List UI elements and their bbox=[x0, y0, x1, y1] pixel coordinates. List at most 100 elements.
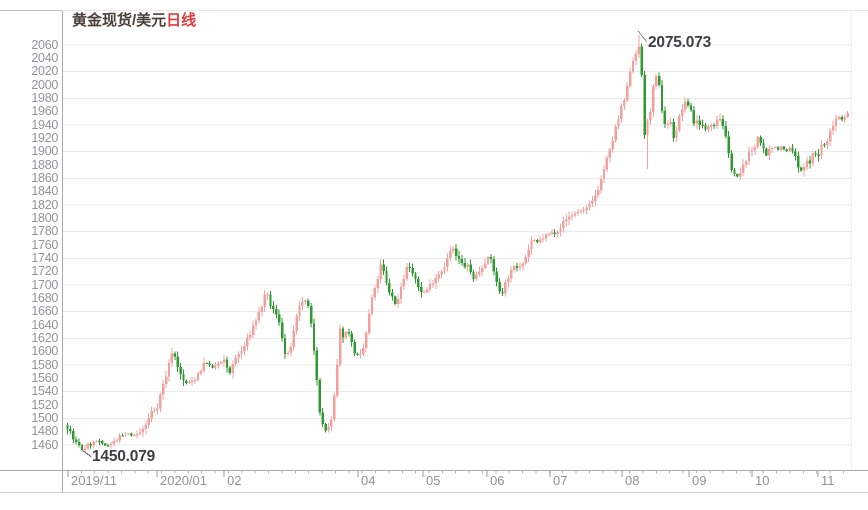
candle-body bbox=[188, 382, 191, 384]
candle-body bbox=[225, 359, 229, 368]
candle-body bbox=[608, 149, 611, 158]
price-axis-label: 1660 bbox=[31, 304, 58, 319]
candle-body bbox=[298, 305, 301, 317]
candle-body bbox=[350, 333, 353, 342]
time-axis-label: 09 bbox=[692, 473, 707, 488]
candle-body bbox=[176, 356, 179, 367]
candle-body bbox=[234, 357, 237, 364]
candle-body bbox=[399, 286, 403, 300]
candle-body bbox=[643, 74, 646, 136]
candle-body bbox=[251, 325, 255, 335]
price-axis-label: 1620 bbox=[31, 330, 58, 345]
price-axis-label: 1540 bbox=[31, 384, 58, 399]
price-axis-label: 1740 bbox=[31, 250, 58, 265]
candle-body bbox=[214, 365, 217, 368]
candle-body bbox=[701, 124, 704, 126]
candle-body bbox=[286, 352, 290, 355]
candle-body bbox=[118, 435, 121, 441]
candle-body bbox=[306, 300, 310, 306]
candle-body bbox=[202, 363, 205, 372]
candle-body bbox=[602, 169, 606, 179]
candle-body bbox=[356, 353, 359, 355]
candle-body bbox=[678, 116, 681, 130]
candle-body bbox=[814, 153, 817, 155]
candle-body bbox=[596, 189, 600, 196]
candle-body bbox=[420, 287, 423, 292]
candle-body bbox=[333, 395, 336, 420]
candle-body bbox=[193, 379, 197, 381]
candle-body bbox=[776, 146, 780, 150]
candle-body bbox=[301, 302, 304, 306]
candle-body bbox=[623, 100, 626, 106]
candle-body bbox=[536, 239, 539, 243]
candle-body bbox=[341, 328, 345, 338]
candle-body bbox=[217, 363, 220, 366]
candle-body bbox=[495, 271, 498, 282]
candle-body bbox=[480, 267, 484, 272]
candle-body bbox=[611, 140, 614, 150]
candle-body bbox=[828, 130, 832, 142]
candle-body bbox=[164, 376, 168, 384]
candle-body bbox=[785, 149, 788, 152]
price-axis-label: 2060 bbox=[31, 37, 58, 52]
candle-body bbox=[72, 430, 75, 440]
candle-body bbox=[101, 441, 104, 444]
candle-body bbox=[681, 109, 684, 117]
candle-body bbox=[507, 278, 510, 282]
candle-body bbox=[156, 408, 159, 411]
candle-body bbox=[431, 283, 435, 285]
candle-body bbox=[486, 257, 490, 264]
candle-body bbox=[559, 227, 562, 232]
candle-body bbox=[698, 120, 701, 125]
candle-body bbox=[498, 281, 501, 292]
candle-body bbox=[289, 346, 292, 353]
candle-body bbox=[721, 119, 725, 126]
candle-body bbox=[669, 122, 672, 124]
candle-body bbox=[562, 221, 565, 228]
candle-body bbox=[364, 332, 368, 349]
candle-body bbox=[417, 278, 420, 288]
candle-body bbox=[837, 117, 841, 120]
candle-body bbox=[779, 146, 783, 150]
candle-body bbox=[614, 126, 617, 141]
candle-body bbox=[765, 148, 768, 156]
candle-body bbox=[292, 330, 295, 347]
candle-body bbox=[773, 146, 777, 148]
time-axis-label: 11 bbox=[821, 473, 835, 488]
candle-body bbox=[321, 412, 324, 425]
candle-body bbox=[744, 161, 748, 165]
candle-body bbox=[768, 148, 771, 156]
time-axis-label: 04 bbox=[361, 473, 376, 488]
axis-lines bbox=[0, 10, 868, 493]
candle-body bbox=[840, 117, 843, 120]
candle-body bbox=[138, 432, 142, 434]
candle-body bbox=[124, 434, 127, 436]
candle-body bbox=[312, 323, 316, 351]
candle-body bbox=[489, 257, 493, 259]
candle-body bbox=[103, 443, 107, 446]
candle-body bbox=[811, 153, 814, 164]
candle-body bbox=[269, 294, 272, 306]
candle-body bbox=[509, 269, 513, 279]
candle-body bbox=[173, 353, 176, 357]
candle-body bbox=[649, 112, 652, 121]
candle-body bbox=[512, 266, 516, 270]
candle-body bbox=[695, 120, 698, 124]
candle-body bbox=[634, 53, 638, 61]
candle-body bbox=[446, 257, 449, 267]
candle-body bbox=[69, 429, 72, 431]
time-axis-label: 08 bbox=[625, 473, 640, 488]
candle-body bbox=[550, 232, 553, 234]
candle-body bbox=[147, 418, 150, 426]
candle-body bbox=[315, 350, 319, 380]
candle-body bbox=[637, 46, 640, 54]
candle-body bbox=[576, 211, 580, 214]
candle-body bbox=[127, 433, 130, 435]
candle-body bbox=[454, 248, 458, 256]
candle-body bbox=[759, 137, 762, 144]
price-axis-label: 2020 bbox=[31, 64, 58, 79]
candle-body bbox=[541, 238, 545, 240]
candle-body bbox=[304, 300, 307, 303]
candle-body bbox=[524, 257, 527, 264]
